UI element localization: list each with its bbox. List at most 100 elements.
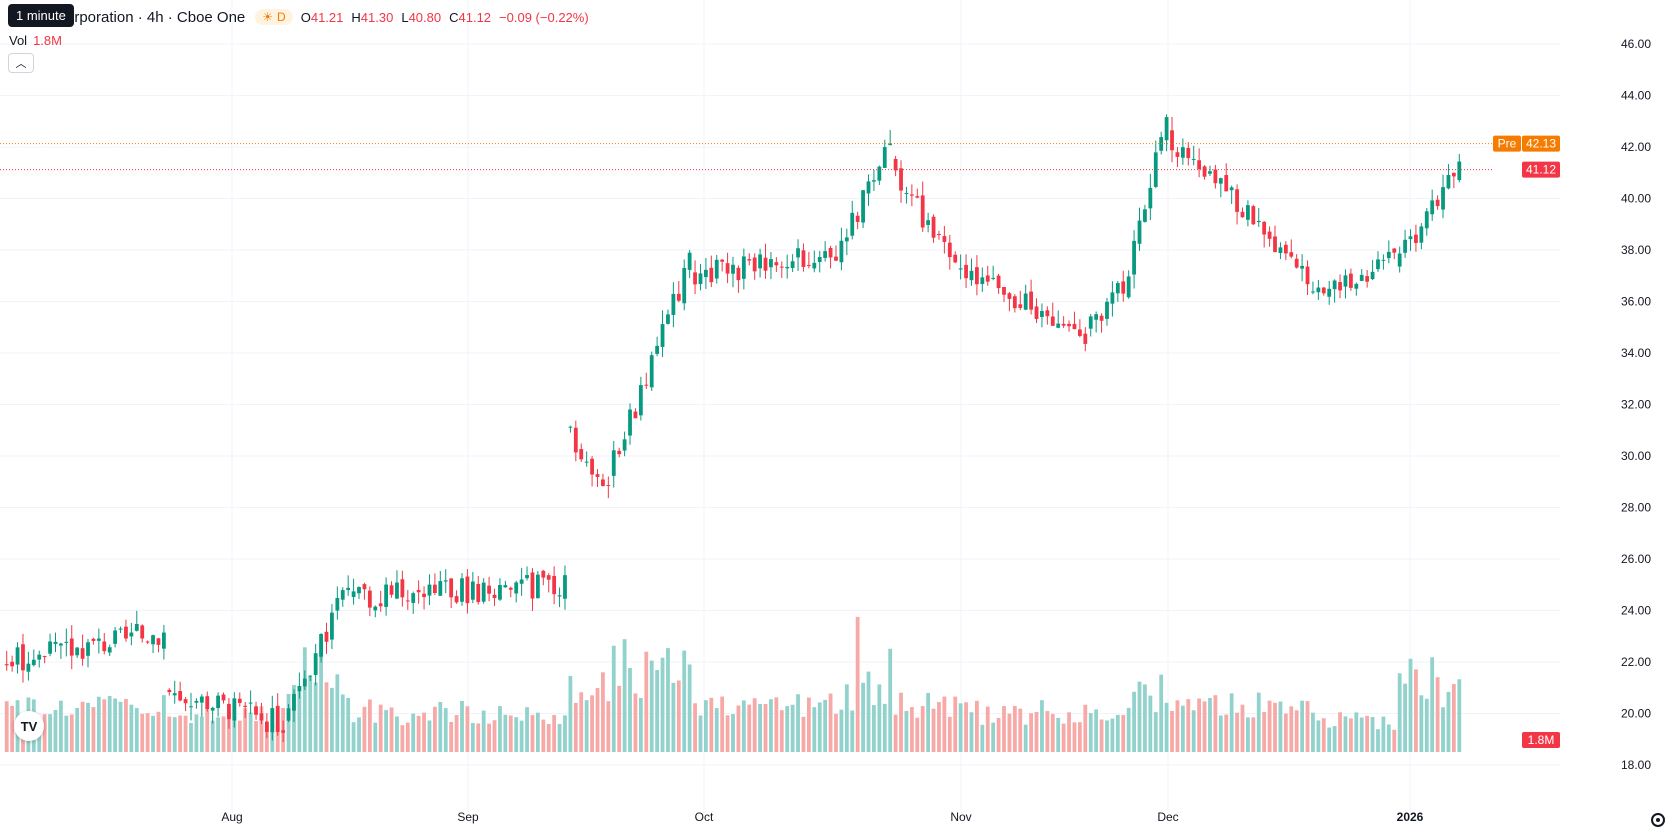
candle-body (1235, 189, 1239, 212)
candle-body (1056, 323, 1061, 328)
volume-bar (4, 701, 9, 752)
candle-body (595, 474, 600, 477)
candle-body (96, 638, 101, 641)
volume-bar (1327, 727, 1332, 752)
candle-body (899, 168, 903, 191)
candle-body (1208, 171, 1212, 174)
volume-bar (996, 717, 1001, 752)
candle-body (492, 594, 497, 599)
volume-bar (465, 706, 470, 752)
candle-body (1197, 160, 1202, 170)
volume-bar (806, 697, 811, 752)
candle-body (1007, 293, 1012, 299)
volume-bar (1316, 720, 1321, 752)
volume-bar (617, 685, 622, 752)
volume-bar (1435, 677, 1440, 752)
volume-bar (1289, 706, 1294, 752)
volume-bar (1164, 702, 1169, 752)
volume-bar (221, 716, 226, 752)
candle-body (584, 461, 589, 463)
candle-body (210, 707, 215, 711)
candle-body (904, 192, 909, 194)
candle-body (758, 254, 762, 269)
candle-body (460, 578, 464, 602)
candle-body (416, 589, 421, 593)
price-tick-label: 30.00 (1621, 449, 1651, 463)
volume-bar (969, 712, 974, 752)
candle-body (124, 626, 128, 639)
volume-bar (758, 704, 762, 752)
volume-bar (573, 702, 578, 752)
volume-bar (330, 687, 334, 752)
volume-bar (736, 705, 741, 752)
volume-bar (64, 715, 69, 752)
candle-body (1105, 301, 1109, 319)
candle-body (378, 603, 383, 607)
volume-bar (96, 696, 101, 752)
volume-bar (682, 650, 687, 752)
time-tick-label: Oct (695, 810, 714, 824)
tradingview-logo[interactable]: TV (14, 711, 44, 741)
candle-body (1077, 329, 1082, 336)
volume-bar (763, 704, 768, 752)
volume-bar (1040, 700, 1044, 752)
volume-bar (145, 713, 150, 752)
candle-body (709, 267, 714, 283)
volume-bar (102, 699, 107, 752)
candle-body (1045, 310, 1050, 317)
volume-bar (725, 715, 730, 752)
volume-bar (340, 694, 345, 752)
volume-bar (395, 716, 399, 752)
candle-body (75, 647, 80, 656)
candle-body (682, 267, 687, 304)
candle-body (178, 691, 183, 701)
volume-bar (633, 693, 638, 752)
symbol-title[interactable]: orporation · 4h · Cboe One (66, 8, 246, 26)
volume-bar (259, 706, 264, 752)
candle-body (21, 644, 25, 671)
candle-body (395, 582, 399, 599)
candle-body (113, 630, 118, 644)
price-axis[interactable]: 46.00 44.00 42.00 40.00 38.00 36.00 34.00 32.00… (1621, 37, 1651, 772)
candle-body (508, 587, 513, 590)
volume-bar (470, 723, 475, 752)
volume-bar (378, 704, 383, 752)
candle-body (1327, 288, 1332, 297)
volume-bar (59, 700, 63, 752)
candle-body (449, 578, 454, 598)
time-axis[interactable]: Aug Sep Oct Nov Dec 2026 (221, 810, 1423, 824)
candle-body (1414, 234, 1418, 244)
volume-bar (1305, 701, 1310, 752)
volume-bar (427, 720, 432, 752)
candle-body (964, 264, 968, 279)
candle-body (1262, 221, 1267, 235)
volume-bar (432, 706, 437, 752)
candle-body (91, 638, 96, 641)
candle-body (1267, 231, 1272, 239)
candle-body (1273, 236, 1277, 253)
candle-body (1164, 117, 1169, 141)
chevron-up-icon: ︿ (15, 58, 27, 70)
volume-bar (839, 709, 844, 752)
volume-bar (1067, 712, 1071, 752)
settings-gear-icon[interactable] (1651, 813, 1665, 827)
candle-body (736, 267, 741, 281)
volume-bar (275, 724, 280, 752)
candle-body (915, 196, 920, 198)
candle-body (10, 661, 15, 667)
volume-bar (1343, 716, 1348, 752)
volume-bar (129, 704, 134, 752)
candle-body (731, 264, 735, 274)
collapse-legend-button[interactable]: ︿ (8, 53, 34, 73)
volume-bar (1338, 712, 1342, 752)
volume-bar (189, 722, 193, 752)
candle-body (877, 166, 882, 181)
volume-bar (525, 707, 529, 752)
candle-body (1441, 187, 1445, 210)
volume-bar (1451, 684, 1456, 752)
candle-body (557, 595, 562, 597)
candle-body (1180, 147, 1185, 158)
candle-body (221, 694, 226, 701)
market-status-badge[interactable]: ☀ D (255, 9, 293, 25)
